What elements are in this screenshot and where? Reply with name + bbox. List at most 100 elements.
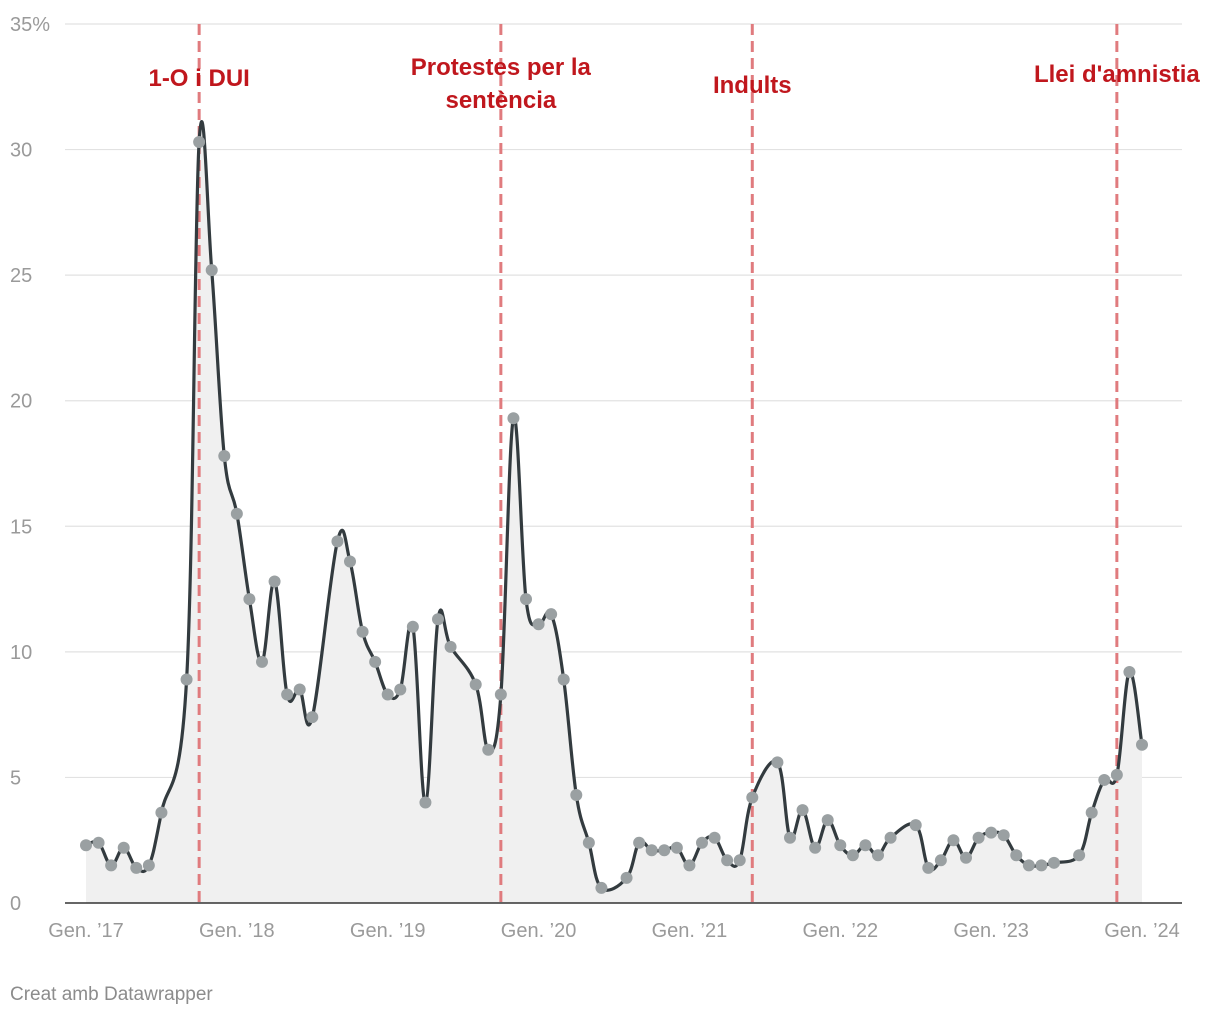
- data-point-52: [796, 804, 809, 817]
- y-tick-label-5: 5: [10, 767, 21, 789]
- x-tick-label-5: Gen. ’22: [802, 920, 878, 942]
- data-point-27: [444, 640, 457, 653]
- data-point-25: [419, 796, 432, 809]
- data-point-35: [557, 673, 570, 686]
- y-tick-label-0: 0: [10, 893, 21, 915]
- data-point-55: [834, 839, 847, 852]
- data-point-43: [670, 841, 683, 854]
- data-point-14: [268, 575, 281, 588]
- x-tick-label-1: Gen. ’18: [199, 920, 275, 942]
- event-label-line: 1-O i DUI: [148, 65, 249, 92]
- data-point-56: [846, 849, 859, 862]
- event-label-line: Llei d'amnistia: [1034, 61, 1200, 88]
- data-point-31: [507, 412, 520, 425]
- data-point-32: [520, 593, 532, 606]
- data-point-38: [595, 881, 608, 894]
- data-point-54: [821, 814, 834, 827]
- data-point-30: [494, 688, 507, 701]
- data-point-70: [1035, 859, 1048, 872]
- data-point-17: [306, 711, 319, 724]
- data-point-2: [105, 859, 118, 872]
- x-tick-label-7: Gen. ’24: [1104, 920, 1180, 942]
- data-point-47: [721, 854, 734, 867]
- data-point-19: [344, 555, 356, 568]
- data-point-46: [708, 831, 721, 844]
- data-point-23: [394, 683, 407, 696]
- x-tick-label-4: Gen. ’21: [652, 920, 728, 942]
- data-point-22: [381, 688, 394, 701]
- data-point-21: [369, 655, 382, 668]
- x-tick-label-0: Gen. ’17: [48, 920, 124, 942]
- data-point-18: [331, 535, 344, 548]
- data-point-3: [117, 841, 130, 854]
- data-point-4: [130, 861, 143, 874]
- event-markers: 1-O i DUI Protestes per la sentència Indult…: [148, 24, 1200, 903]
- data-point-0: [80, 839, 92, 852]
- data-point-60: [909, 819, 922, 832]
- axes: 0 5 10 15 20 25 30 35% Gen. ’17 Gen. ’18 Gen. ’19 G…: [10, 14, 1182, 942]
- y-tick-label-30: 30: [10, 140, 32, 162]
- data-points: [80, 136, 1148, 894]
- data-point-24: [406, 620, 419, 633]
- event-label-0: 1-O i DUI: [148, 65, 249, 92]
- data-point-57: [859, 839, 872, 852]
- data-point-9: [205, 264, 218, 277]
- data-point-68: [1010, 849, 1023, 862]
- data-point-48: [733, 854, 746, 867]
- data-point-5: [142, 859, 155, 872]
- credit-text: Creat amb Datawrapper: [10, 984, 213, 1005]
- y-tick-label-20: 20: [10, 391, 32, 413]
- data-point-65: [972, 831, 985, 844]
- data-point-72: [1073, 849, 1086, 862]
- data-point-45: [696, 836, 708, 849]
- data-point-11: [230, 507, 243, 520]
- data-point-41: [645, 844, 658, 857]
- x-tick-label-3: Gen. ’20: [501, 920, 577, 942]
- data-point-63: [947, 834, 960, 847]
- area-fill: [86, 121, 1142, 903]
- data-point-69: [1022, 859, 1035, 872]
- data-point-53: [809, 841, 822, 854]
- data-point-75: [1110, 768, 1123, 781]
- data-point-34: [545, 608, 558, 621]
- data-point-20: [356, 625, 369, 638]
- data-point-16: [293, 683, 306, 696]
- data-point-7: [180, 673, 193, 686]
- y-tick-label-35: 35%: [10, 14, 50, 36]
- x-tick-label-2: Gen. ’19: [350, 920, 426, 942]
- data-point-8: [193, 136, 206, 149]
- data-point-42: [658, 844, 671, 857]
- data-point-26: [432, 613, 444, 626]
- area-path: [86, 121, 1142, 903]
- data-point-39: [620, 871, 633, 884]
- data-point-12: [243, 593, 256, 606]
- data-point-10: [218, 449, 231, 462]
- data-point-33: [532, 618, 545, 631]
- data-point-13: [256, 655, 268, 668]
- event-label-3: Llei d'amnistia: [1034, 61, 1200, 88]
- data-point-6: [155, 806, 168, 819]
- data-point-28: [469, 678, 482, 691]
- data-point-71: [1048, 856, 1060, 869]
- data-point-73: [1085, 806, 1098, 819]
- y-tick-label-10: 10: [10, 642, 32, 664]
- data-point-50: [771, 756, 784, 769]
- data-point-36: [570, 789, 583, 802]
- data-point-58: [872, 849, 884, 862]
- event-label-line: Indults: [713, 72, 792, 99]
- data-point-44: [683, 859, 696, 872]
- event-label-1: Protestes per la sentència: [411, 54, 592, 114]
- data-point-40: [633, 836, 646, 849]
- data-point-1: [92, 836, 105, 849]
- data-point-15: [281, 688, 294, 701]
- data-point-77: [1136, 738, 1148, 751]
- data-point-76: [1123, 665, 1136, 678]
- data-point-64: [960, 851, 972, 864]
- event-label-line: sentència: [445, 87, 556, 114]
- data-point-29: [482, 743, 495, 756]
- data-point-74: [1098, 773, 1111, 786]
- data-point-37: [582, 836, 595, 849]
- data-point-51: [784, 831, 796, 844]
- data-point-66: [985, 826, 998, 839]
